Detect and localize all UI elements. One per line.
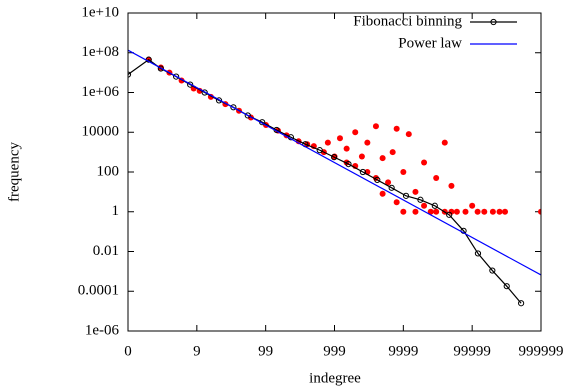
data-point: [336, 135, 343, 142]
x-tick-label: 999: [323, 343, 346, 359]
y-tick-label: 1e+08: [81, 44, 119, 60]
data-point: [489, 208, 496, 215]
series-marker: [446, 211, 453, 218]
series-marker: [503, 283, 510, 290]
data-point: [462, 208, 469, 215]
series-marker: [173, 73, 180, 80]
plot-area: [128, 49, 541, 307]
data-point: [324, 139, 331, 146]
data-point: [474, 208, 481, 215]
data-point: [433, 208, 440, 215]
x-tick-label: 9: [193, 343, 201, 359]
legend-label: Power law: [398, 35, 462, 51]
data-point: [448, 208, 455, 215]
plot-frame: [127, 12, 542, 332]
data-point: [469, 202, 476, 209]
data-point: [421, 159, 428, 166]
series-marker: [518, 300, 525, 307]
series-marker: [187, 81, 194, 88]
data-point: [385, 179, 392, 186]
y-tick-label: 10000: [82, 124, 120, 140]
series-marker: [345, 160, 352, 168]
x-tick-label: 99: [258, 343, 273, 359]
legend-marker: [490, 18, 497, 26]
data-point: [538, 208, 541, 215]
series-marker: [402, 192, 410, 199]
x-axis-label: indegree: [309, 370, 361, 386]
series-line: [128, 58, 522, 304]
series-line: [128, 49, 541, 276]
y-tick-label: 100: [97, 163, 120, 179]
series-marker: [489, 267, 496, 274]
y-tick-label: 0.01: [93, 243, 119, 259]
data-point: [379, 190, 386, 197]
series-marker: [417, 196, 424, 203]
data-point: [400, 208, 407, 215]
y-tick-label: 1e+10: [81, 4, 119, 20]
legend-label: Fibonacci binning: [353, 13, 462, 29]
data-point: [393, 199, 400, 206]
data-point: [427, 208, 434, 215]
data-point: [379, 155, 386, 162]
data-point: [343, 145, 350, 152]
y-tick-label: 1: [112, 203, 120, 219]
data-point: [405, 131, 412, 138]
series-marker: [388, 184, 395, 191]
data-point: [389, 149, 396, 156]
y-axis-label: frequency: [6, 142, 22, 202]
y-tick-label: 0.0001: [78, 283, 119, 299]
series-marker: [374, 176, 381, 184]
data-point: [481, 208, 488, 215]
data-point: [352, 129, 359, 136]
x-tick-label: 99999: [453, 343, 491, 359]
x-tick-label: 9999: [388, 343, 418, 359]
y-tick-label: 1e-06: [85, 322, 120, 338]
data-point: [496, 208, 503, 215]
data-point: [453, 208, 460, 215]
series-marker: [331, 154, 338, 161]
series-marker: [157, 65, 164, 72]
series-marker: [201, 89, 208, 96]
x-tick-label: 999999: [519, 343, 564, 359]
series-marker: [316, 147, 323, 154]
series-marker: [431, 202, 438, 209]
data-point: [441, 139, 448, 146]
data-point: [400, 169, 407, 175]
series-marker: [474, 250, 482, 257]
data-point: [412, 208, 419, 215]
data-point: [448, 182, 455, 189]
data-point: [421, 202, 428, 209]
series-marker: [244, 112, 251, 119]
data-point: [412, 188, 419, 195]
data-point: [372, 123, 379, 130]
series-marker: [215, 97, 223, 104]
data-point: [364, 139, 371, 146]
data-point: [358, 153, 365, 160]
data-point: [433, 174, 440, 181]
x-tick-label: 0: [124, 343, 132, 359]
y-tick-label: 1e+06: [81, 84, 119, 100]
series-marker: [230, 104, 237, 111]
series-marker: [359, 168, 366, 176]
data-point: [393, 125, 400, 132]
data-point: [502, 208, 509, 215]
